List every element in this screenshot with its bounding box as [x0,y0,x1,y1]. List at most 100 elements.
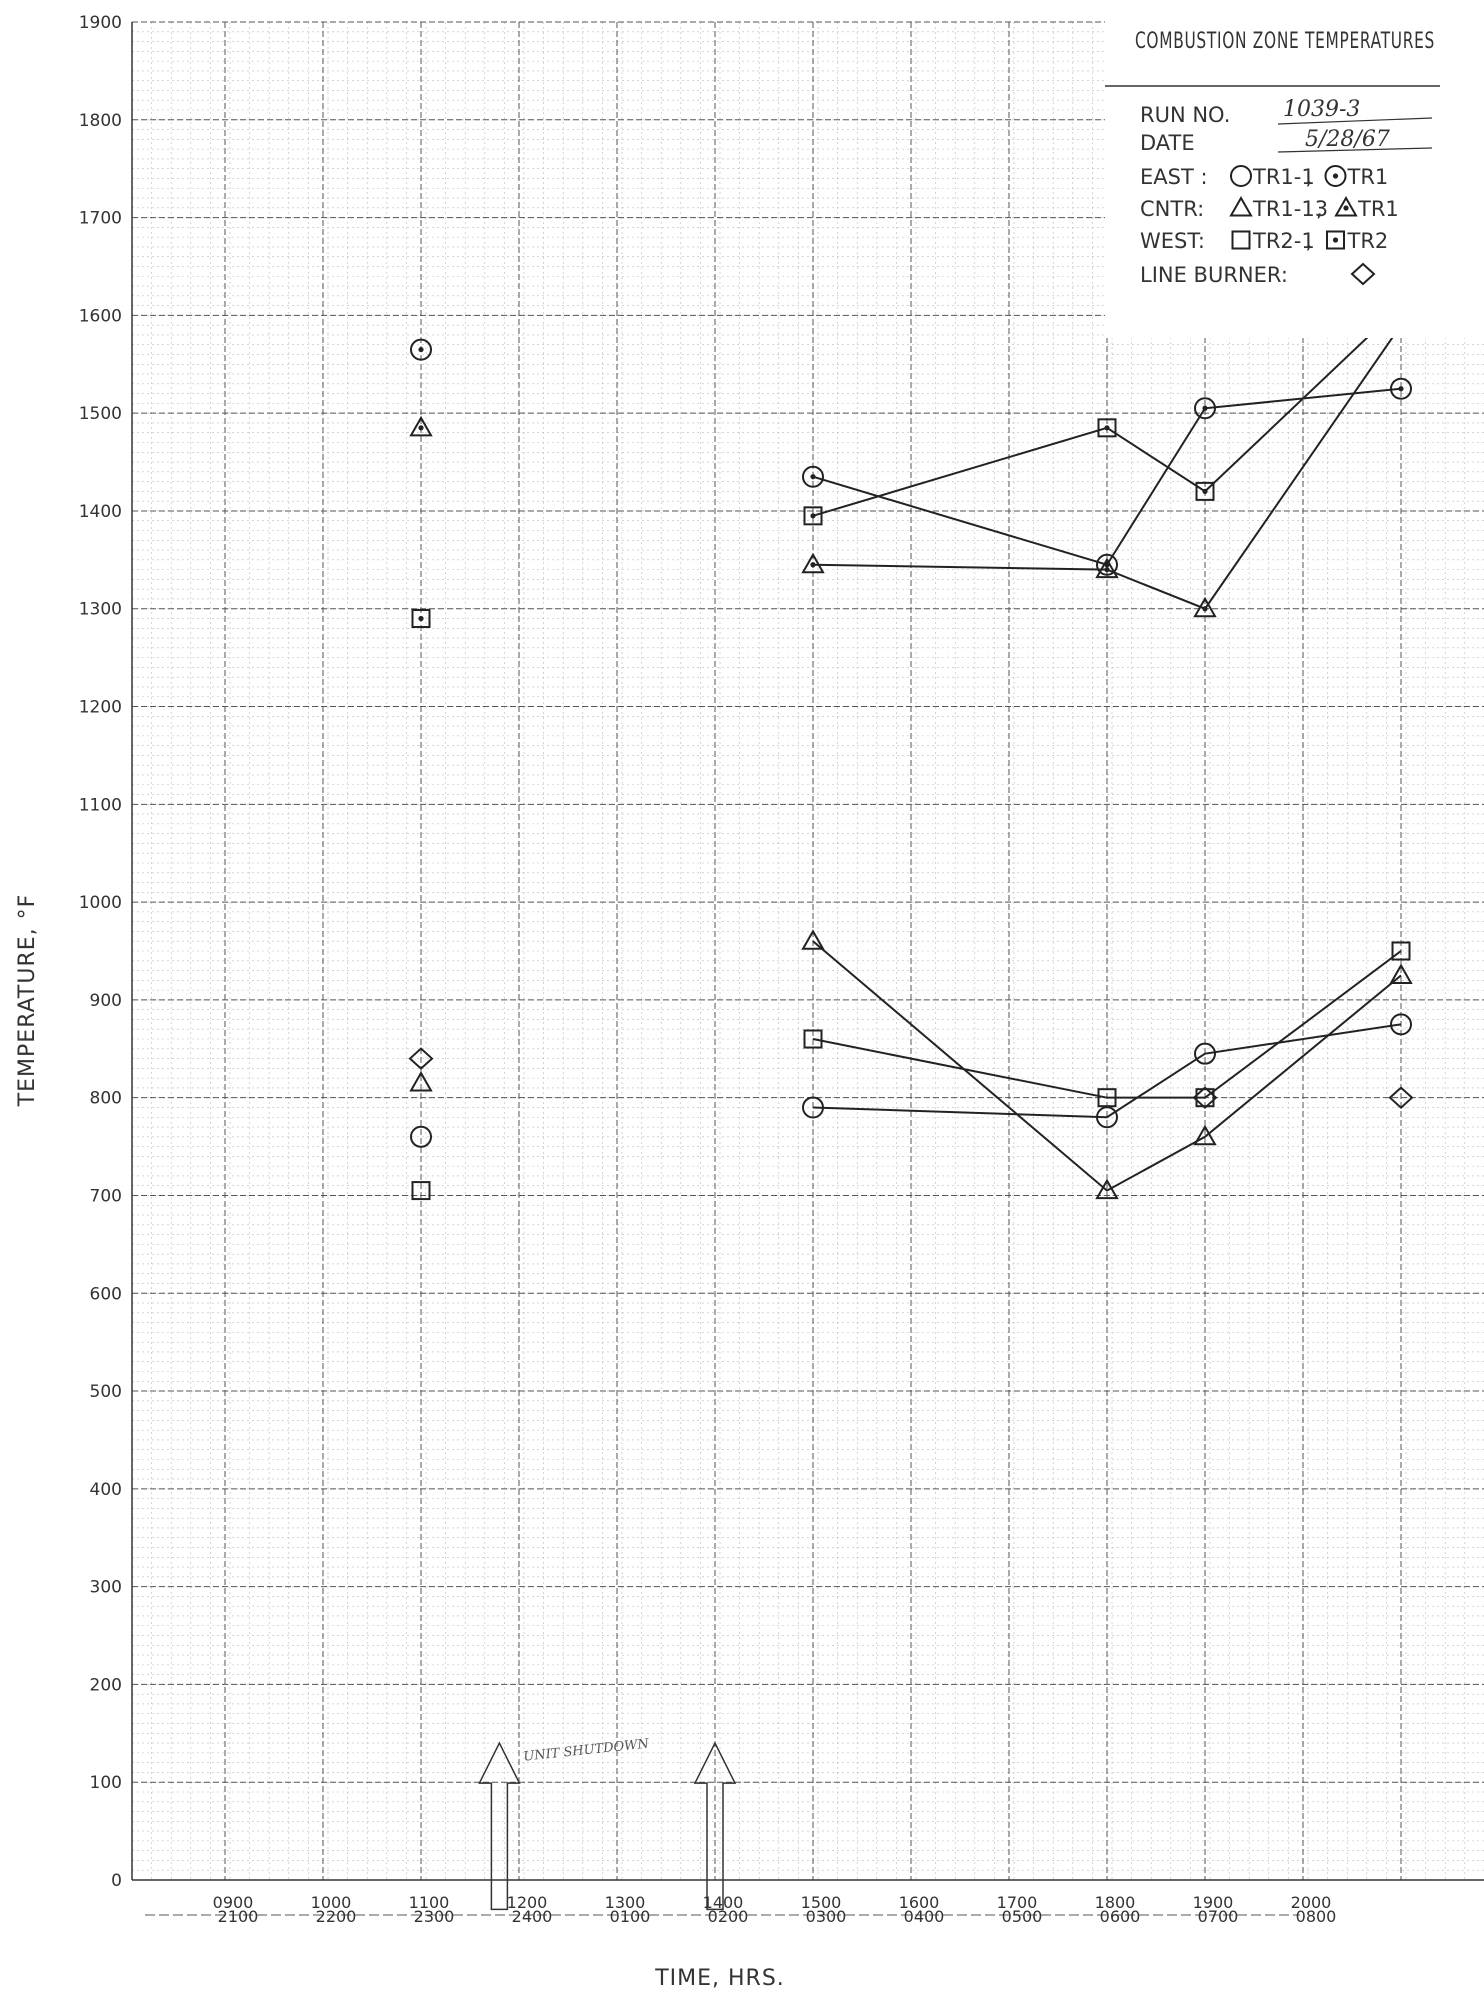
marker-circle [802,1096,824,1119]
date-underline [1277,147,1433,153]
x-tick-label: 1500 [801,1893,842,1912]
square-dot-marker [1097,418,1117,438]
legend-row: CNTR: TR1-13, TR1 [1140,195,1399,221]
x-tick-label: 1000 [311,1893,352,1912]
marker-triangle [409,1071,433,1092]
diamond-marker [408,1047,434,1070]
square-marker [1231,230,1251,250]
series-line [812,950,1402,1099]
triangle-dot-marker [409,415,433,437]
marker-square [1195,1088,1215,1108]
y-tick-label: 1400 [79,502,122,522]
square-dot-marker [1326,230,1345,250]
marker-triangle [1334,195,1358,217]
square-marker [803,1029,823,1049]
square-marker [1097,1088,1117,1108]
marker-triangle [409,415,433,437]
date-value: 5/28/67 [1305,127,1390,152]
series-square [411,1181,431,1201]
marker-circle [1194,397,1216,420]
circle-dot-marker [802,465,824,488]
x-tick-label-secondary: 0400 [904,1907,945,1926]
marker-center-dot [418,346,424,353]
legend-row-label: LINE BURNER: [1140,263,1288,287]
marker-square [803,1029,823,1049]
marker-center-dot [810,513,816,519]
marker-triangle [1193,1124,1217,1146]
marker-center-dot [1343,205,1349,211]
marker-diamond [408,1047,434,1070]
y-tick-label: 1900 [79,13,122,33]
x-tick-label: 2000 [1291,1893,1332,1912]
y-tick-label: 200 [90,1675,122,1695]
triangle-dot-marker [1193,596,1217,618]
x-tick-label: 1300 [605,1893,646,1912]
marker-center-dot [810,562,816,568]
square-dot-marker [803,506,823,526]
legend-row: WEST: TR2-1, TR2 [1140,229,1388,253]
marker-circle [1194,1042,1216,1065]
legend-row: EAST : TR1-1, TR1 [1140,165,1388,189]
circle-marker [802,1096,824,1119]
triangle-marker [801,929,825,950]
circle-marker [1230,165,1252,187]
circle-dot-marker [1324,165,1347,187]
diamond-marker [1350,262,1376,286]
x-tick-label-secondary: 2300 [414,1907,455,1926]
marker-center-dot [1332,237,1339,243]
marker-triangle [1095,1178,1119,1200]
marker-center-dot [1202,405,1208,411]
marker-center-dot [1202,488,1208,494]
up-arrow-icon [693,1741,737,1911]
series-line [812,324,1402,610]
y-axis-title: TEMPERATURE, °F [15,894,40,1108]
triangle-marker [409,1071,433,1092]
legend-title: COMBUSTION ZONE TEMPERATURES [1135,29,1435,54]
y-tick-label: 1600 [79,306,122,326]
series-line [812,304,1402,517]
marker-circle [1096,553,1118,576]
marker-center-dot [1104,425,1110,431]
marker-square [411,609,431,629]
x-tick-label: 1800 [1095,1893,1136,1912]
marker-square [1097,418,1117,438]
up-arrow-icon [478,1741,521,1911]
legend-separator: , [1316,197,1323,221]
x-axis-title: TIME, HRS. [654,1966,785,1991]
y-tick-label: 700 [90,1186,122,1206]
chart-legend: COMBUSTION ZONE TEMPERATURES RUN NO. 103… [1105,20,1484,338]
legend-entry-label: TR1 [1347,165,1389,189]
triangle-marker [1193,1124,1217,1146]
marker-diamond [1192,1086,1218,1110]
y-tick-label: 1200 [79,698,122,718]
marker-triangle [1193,596,1217,618]
marker-square [803,506,823,526]
triangle-dot-marker [1334,195,1358,217]
marker-circle [1096,1106,1118,1129]
x-tick-label-secondary: 0800 [1296,1907,1337,1926]
circle-marker [1096,1106,1118,1129]
x-tick-label-secondary: 2400 [512,1907,553,1926]
circle-marker [1194,1042,1216,1065]
legend-entry-label: TR2 [1347,229,1389,253]
x-tick-label-secondary: 0500 [1002,1907,1043,1926]
square-dot-marker [1195,481,1215,501]
y-tick-label: 1100 [79,795,122,815]
marker-triangle [801,552,825,574]
marker-triangle [1095,557,1119,579]
y-tick-label: 1700 [79,209,122,229]
x-tick-label-secondary: 0100 [610,1907,651,1926]
marker-diamond [1388,1086,1414,1110]
circle-dot-marker [410,338,432,361]
y-tick-label: 300 [90,1578,122,1598]
legend-entry-label: TR2-1 [1252,229,1315,253]
series-circle-dot [410,338,432,361]
y-tick-label: 1000 [79,893,122,913]
series-triangle [409,1071,433,1092]
marker-circle [1230,165,1252,187]
chart-axes [131,22,1484,1916]
shutdown-note: UNIT SHUTDOWN [523,1737,650,1765]
marker-circle [1390,377,1412,400]
